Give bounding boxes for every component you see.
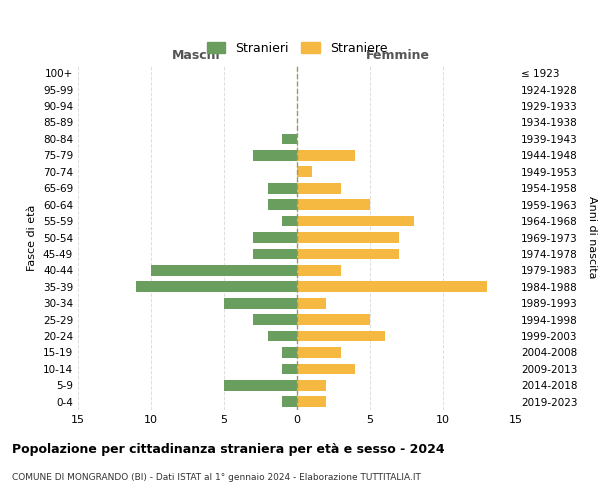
Y-axis label: Fasce di età: Fasce di età — [28, 204, 37, 270]
Bar — [224, 380, 297, 390]
Bar — [297, 380, 326, 390]
Bar — [297, 183, 341, 194]
Bar — [283, 396, 297, 407]
Text: Femmine: Femmine — [366, 48, 430, 62]
Bar — [297, 150, 355, 160]
Y-axis label: Anni di nascita: Anni di nascita — [587, 196, 597, 279]
Bar — [253, 314, 297, 325]
Bar — [297, 314, 370, 325]
Bar — [283, 364, 297, 374]
Bar — [268, 183, 297, 194]
Bar — [297, 166, 311, 177]
Bar — [283, 216, 297, 226]
Bar — [297, 200, 370, 210]
Bar — [253, 232, 297, 243]
Text: COMUNE DI MONGRANDO (BI) - Dati ISTAT al 1° gennaio 2024 - Elaborazione TUTTITAL: COMUNE DI MONGRANDO (BI) - Dati ISTAT al… — [12, 472, 421, 482]
Bar — [151, 265, 297, 276]
Bar — [297, 330, 385, 342]
Bar — [297, 216, 414, 226]
Bar — [268, 200, 297, 210]
Bar — [297, 282, 487, 292]
Bar — [297, 248, 399, 260]
Bar — [297, 298, 326, 308]
Bar — [268, 330, 297, 342]
Bar — [297, 265, 341, 276]
Bar — [297, 232, 399, 243]
Bar — [283, 347, 297, 358]
Bar — [224, 298, 297, 308]
Bar — [297, 396, 326, 407]
Bar — [283, 134, 297, 144]
Text: Popolazione per cittadinanza straniera per età e sesso - 2024: Popolazione per cittadinanza straniera p… — [12, 442, 445, 456]
Bar — [253, 150, 297, 160]
Text: Maschi: Maschi — [172, 48, 221, 62]
Legend: Stranieri, Straniere: Stranieri, Straniere — [202, 36, 392, 60]
Bar — [253, 248, 297, 260]
Bar — [297, 364, 355, 374]
Bar — [136, 282, 297, 292]
Bar — [297, 347, 341, 358]
